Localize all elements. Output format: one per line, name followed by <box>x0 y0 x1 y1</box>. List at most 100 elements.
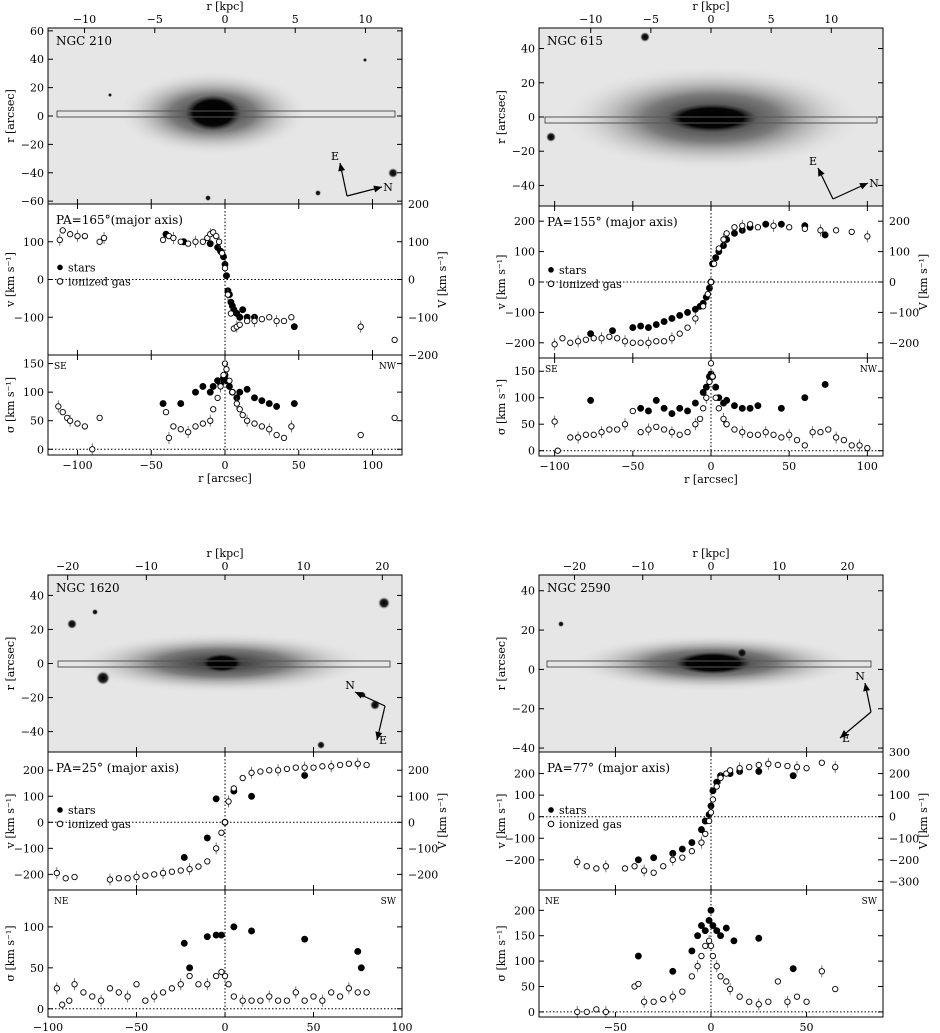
gas-point <box>212 232 220 240</box>
gas-point <box>177 867 184 874</box>
gas-point <box>593 1006 600 1013</box>
gas-point <box>688 848 696 855</box>
foreground-star <box>737 648 747 658</box>
gas-point <box>746 763 753 771</box>
vel-ytick-label: 0 <box>528 811 535 824</box>
stars-point <box>688 839 696 847</box>
stars-point <box>722 924 730 932</box>
sig-ytick-label: 0 <box>37 443 44 456</box>
gas-point <box>207 417 214 424</box>
gas-point <box>217 383 224 390</box>
top-axis-label: r [kpc] <box>692 547 729 560</box>
gas-point <box>80 989 87 996</box>
gas-point <box>694 963 701 970</box>
xtick-label: −50 <box>125 1021 148 1033</box>
gas-point <box>236 406 243 413</box>
stars-point <box>357 964 365 972</box>
gas-point <box>698 952 705 960</box>
compass-arrowhead <box>818 168 825 177</box>
gas-point <box>650 998 657 1005</box>
gas-point <box>221 819 229 826</box>
gas-point <box>280 434 288 442</box>
image-ytick-label: 40 <box>30 589 44 602</box>
position-angle: PA=155° (major axis) <box>547 215 678 229</box>
xtick-label: −50 <box>621 460 644 473</box>
legend-gas-marker <box>56 278 64 285</box>
kpc-tick-label: 0 <box>222 13 229 26</box>
kpc-tick-label: 20 <box>375 560 389 573</box>
vel-right-tick-label: 200 <box>408 764 429 777</box>
stars-point <box>206 240 214 248</box>
gas-point <box>803 765 810 772</box>
top-axis-label: r [kpc] <box>206 547 243 560</box>
gas-point <box>574 858 581 866</box>
gas-point <box>310 764 317 771</box>
gas-point <box>698 839 705 846</box>
legend-stars-marker <box>57 807 63 813</box>
slit-rectangle <box>56 110 396 118</box>
gas-point <box>212 845 220 852</box>
vel-right-tick-label: −100 <box>889 306 919 319</box>
compass-label: N <box>855 670 865 683</box>
galaxy-core <box>675 652 751 674</box>
gas-point <box>283 765 291 773</box>
vel-right-ylabel: V [km s⁻¹] <box>917 254 930 311</box>
legend-gas-label: ionized gas <box>68 275 131 288</box>
vel-right-tick-label: −200 <box>408 349 438 362</box>
vel-ytick-label: 0 <box>37 274 44 287</box>
gas-point <box>755 761 762 769</box>
side-label-right: NW <box>379 362 397 372</box>
stars-point <box>587 396 595 404</box>
gas-point <box>66 231 74 238</box>
kpc-tick-label: 5 <box>292 13 299 26</box>
vel-ylabel: v [km s⁻¹] <box>495 255 508 311</box>
side-label-left: SE <box>54 362 67 372</box>
gas-point <box>583 863 590 870</box>
gas-point <box>106 985 114 992</box>
gas-point <box>707 942 715 950</box>
stars-point <box>265 400 273 408</box>
kpc-tick-label: −10 <box>135 560 158 573</box>
gas-point <box>239 774 246 782</box>
side-label-left: SE <box>545 365 558 375</box>
gas-point <box>363 761 370 769</box>
gas-point <box>288 314 295 321</box>
stars-point <box>762 220 770 228</box>
galaxy-name: NGC 2590 <box>547 581 611 595</box>
sig-ytick-label: 50 <box>30 962 44 975</box>
gas-point <box>192 238 199 245</box>
xtick-label: −50 <box>140 459 163 472</box>
stars-point <box>180 939 188 947</box>
vel-right-tick-label: 200 <box>408 198 429 211</box>
compass-arrowhead <box>859 183 868 190</box>
gas-point <box>582 431 590 438</box>
gas-point <box>825 426 832 433</box>
vel-ylabel: v [km s⁻¹] <box>4 252 17 308</box>
foreground-star <box>92 609 98 615</box>
sig-ytick-label: 50 <box>521 418 535 431</box>
gas-point <box>221 360 229 367</box>
kpc-tick-label: −5 <box>147 13 163 26</box>
gas-point <box>631 863 638 870</box>
stars-point <box>684 407 691 415</box>
foreground-star <box>205 195 211 201</box>
image-ytick-label: 20 <box>30 82 44 95</box>
gas-point <box>115 989 122 996</box>
gas-point <box>357 431 364 439</box>
gas-point <box>567 434 574 441</box>
gas-point <box>700 303 707 310</box>
vel-ytick-label: −200 <box>505 337 535 350</box>
bottom-axis-label: r [arcsec] <box>684 473 738 486</box>
xtick-label: −100 <box>33 1021 63 1033</box>
vel-ylabel: v [km s⁻¹] <box>4 794 17 850</box>
gas-point <box>645 426 652 433</box>
stars-point <box>637 404 645 412</box>
vel-ytick-label: 100 <box>23 790 44 803</box>
stars-point <box>717 932 725 940</box>
image-ytick-label: −40 <box>512 742 535 755</box>
stars-point <box>684 308 691 316</box>
legend-stars-label: stars <box>68 804 96 817</box>
gas-point <box>793 763 801 771</box>
legend-stars-label: stars <box>68 261 96 274</box>
